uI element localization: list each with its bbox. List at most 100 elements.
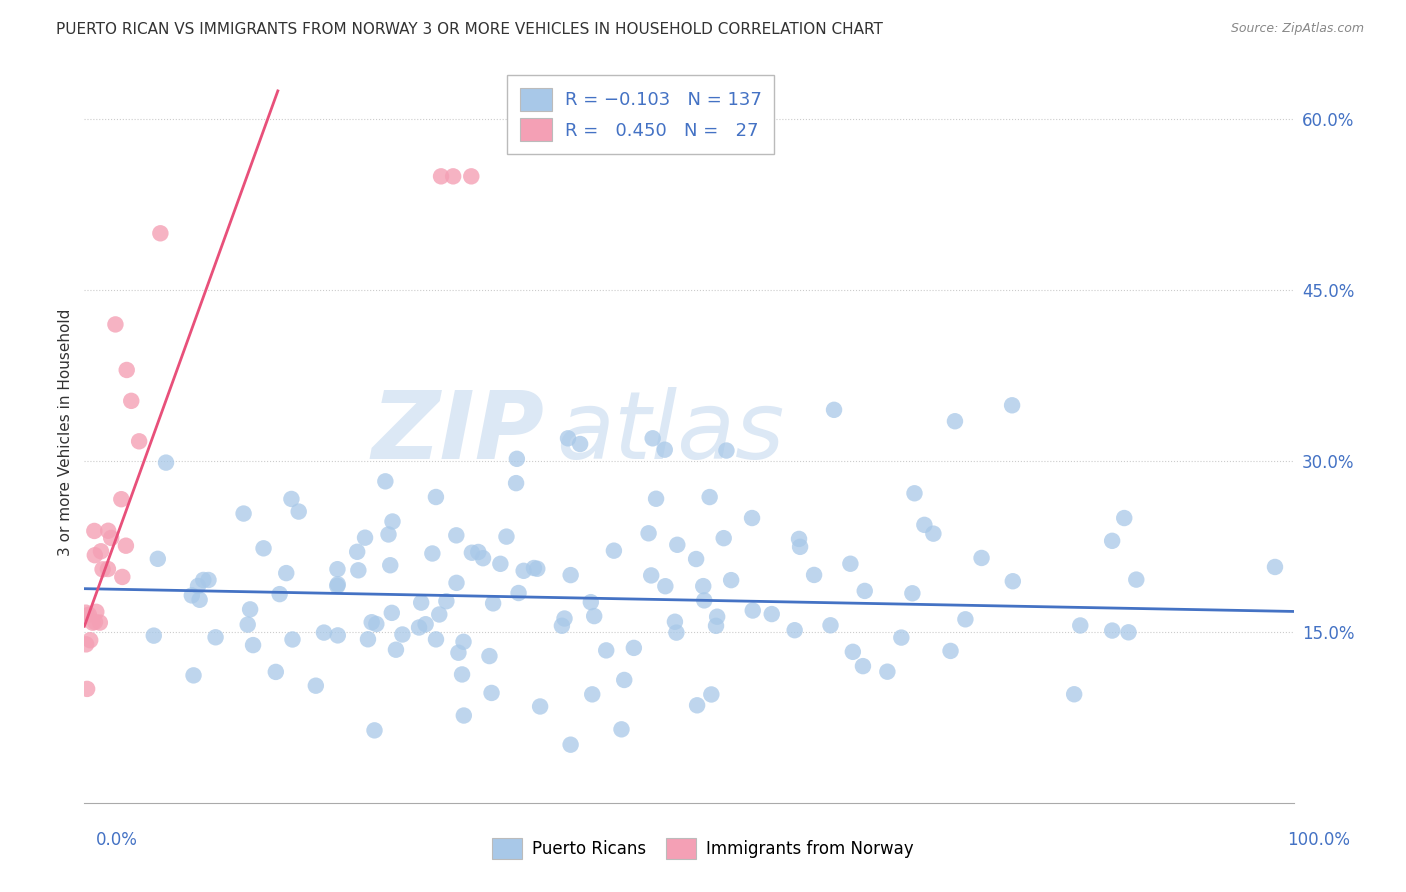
Point xyxy=(472,551,495,566)
Point xyxy=(700,688,723,702)
Point xyxy=(526,562,548,576)
Point xyxy=(128,434,150,449)
Point xyxy=(451,667,474,681)
Point xyxy=(460,169,482,184)
Text: Source: ZipAtlas.com: Source: ZipAtlas.com xyxy=(1230,22,1364,36)
Point xyxy=(446,575,468,590)
Point xyxy=(188,592,211,607)
Point xyxy=(692,579,714,593)
Point xyxy=(326,562,349,576)
Point xyxy=(204,630,226,644)
Point xyxy=(489,557,512,571)
Point xyxy=(326,628,349,642)
Point xyxy=(1101,533,1123,548)
Point xyxy=(741,511,763,525)
Point xyxy=(699,490,721,504)
Point xyxy=(193,573,215,587)
Y-axis label: 3 or more Vehicles in Household: 3 or more Vehicles in Household xyxy=(58,309,73,557)
Point xyxy=(508,586,530,600)
Point xyxy=(357,632,380,647)
Point xyxy=(970,551,993,566)
Point xyxy=(579,595,602,609)
Text: PUERTO RICAN VS IMMIGRANTS FROM NORWAY 3 OR MORE VEHICLES IN HOUSEHOLD CORRELATI: PUERTO RICAN VS IMMIGRANTS FROM NORWAY 3… xyxy=(56,22,883,37)
Point xyxy=(693,593,716,607)
Point xyxy=(610,723,633,737)
Point xyxy=(1001,574,1024,589)
Point xyxy=(1069,618,1091,632)
Point xyxy=(713,531,735,545)
Point xyxy=(823,402,845,417)
Point xyxy=(461,546,484,560)
Point xyxy=(430,169,453,184)
Point xyxy=(553,611,575,625)
Point xyxy=(104,318,127,332)
Point xyxy=(557,431,579,445)
Point xyxy=(90,544,112,558)
Point xyxy=(478,649,501,664)
Point xyxy=(346,545,368,559)
Point xyxy=(820,618,842,632)
Point xyxy=(803,568,825,582)
Point xyxy=(75,637,97,651)
Point xyxy=(363,723,385,738)
Point xyxy=(569,437,592,451)
Point xyxy=(415,617,437,632)
Point xyxy=(761,607,783,621)
Point xyxy=(281,632,304,647)
Point xyxy=(901,586,924,600)
Point xyxy=(939,644,962,658)
Point xyxy=(595,643,617,657)
Point xyxy=(100,531,122,545)
Point xyxy=(666,538,689,552)
Point xyxy=(912,517,935,532)
Point xyxy=(482,596,505,610)
Point xyxy=(583,609,606,624)
Point xyxy=(427,607,450,622)
Point xyxy=(97,524,120,538)
Point xyxy=(180,589,202,603)
Point xyxy=(512,564,534,578)
Point xyxy=(377,527,399,541)
Point xyxy=(665,625,688,640)
Point xyxy=(354,531,377,545)
Point xyxy=(84,605,107,619)
Point xyxy=(280,491,302,506)
Point xyxy=(529,699,551,714)
Point xyxy=(312,625,335,640)
Point xyxy=(955,612,977,626)
Point xyxy=(481,686,503,700)
Point xyxy=(1001,398,1024,412)
Point xyxy=(686,698,709,713)
Point xyxy=(876,665,898,679)
Point xyxy=(146,551,169,566)
Point xyxy=(385,642,408,657)
Point xyxy=(381,515,404,529)
Point xyxy=(720,573,742,587)
Point xyxy=(83,548,105,562)
Point xyxy=(441,169,464,184)
Point xyxy=(411,596,433,610)
Point xyxy=(287,505,309,519)
Point xyxy=(391,627,413,641)
Point xyxy=(613,673,636,687)
Point xyxy=(110,492,132,507)
Point xyxy=(603,543,626,558)
Point xyxy=(76,681,98,696)
Point xyxy=(839,557,862,571)
Point xyxy=(197,573,219,587)
Point xyxy=(664,615,686,629)
Point xyxy=(276,566,298,580)
Point xyxy=(1114,511,1136,525)
Text: atlas: atlas xyxy=(555,387,785,478)
Point xyxy=(645,491,668,506)
Point xyxy=(640,568,662,582)
Point xyxy=(97,562,120,576)
Point xyxy=(1118,625,1140,640)
Point xyxy=(741,603,763,617)
Point xyxy=(890,631,912,645)
Point xyxy=(91,562,114,576)
Point xyxy=(685,552,707,566)
Point xyxy=(495,530,517,544)
Point xyxy=(381,606,404,620)
Point xyxy=(187,579,209,593)
